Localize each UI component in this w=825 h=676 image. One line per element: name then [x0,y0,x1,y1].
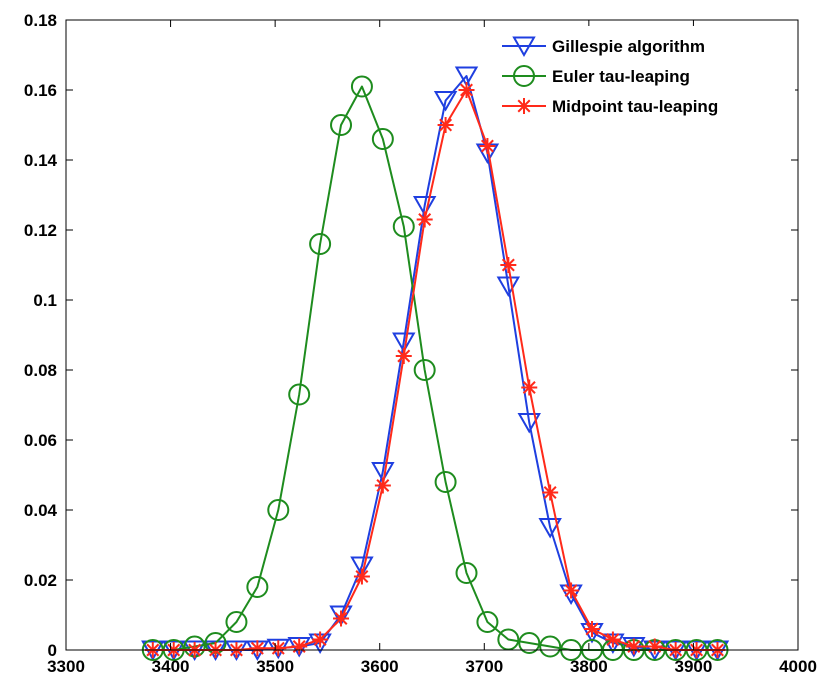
data-point [333,610,350,627]
y-tick-label: 0.12 [24,221,57,240]
data-point [392,332,416,354]
data-point [270,640,287,657]
y-tick-label: 0.14 [24,151,58,170]
data-point [350,556,374,578]
y-tick-labels: 0 0.02 0.04 0.06 0.08 0.1 0.12 0.14 0.16 0.18 [24,11,58,660]
plot-frame [65,19,799,651]
x-tick-label: 3400 [152,657,190,676]
x-tick-label: 3300 [47,657,85,676]
x-tick-label: 3700 [465,657,503,676]
data-point [309,233,332,255]
data-point [395,348,412,364]
x-tick-label: 3900 [675,657,713,676]
y-tick-label: 0.04 [24,501,58,520]
data-point [476,611,499,633]
x-tick-label: 3500 [256,657,294,676]
data-point [625,638,642,655]
data-point [330,114,353,136]
y-tick-label: 0.08 [24,361,57,380]
data-point [329,605,353,627]
data-point [433,91,458,112]
legend-label: Gillespie algorithm [552,37,705,56]
data-point [539,635,562,658]
data-point [479,138,496,154]
data-point [246,576,269,598]
data-point [350,75,373,98]
data-point [518,632,541,654]
data-point [500,257,517,273]
data-point [225,611,248,633]
data-point [371,128,394,150]
data-point [458,82,475,98]
legend: Gillespie algorithm Euler tau-leaping Midp… [497,26,795,126]
data-point [437,117,454,133]
y-tick-label: 0.16 [24,81,57,100]
data-point [412,196,437,217]
data-point [392,215,415,238]
data-point [542,484,559,501]
data-point [646,638,663,655]
y-tick-label: 0.1 [33,291,57,310]
data-point [455,562,478,584]
legend-marker [513,65,535,87]
data-point [454,66,479,88]
y-tick-label: 0.18 [24,11,57,30]
x-tick-label: 4000 [779,657,817,676]
data-point [353,568,370,585]
legend-entry: Euler tau-leaping [502,65,690,87]
data-point [249,640,266,657]
data-point [517,413,541,434]
legend-label: Euler tau-leaping [552,67,690,86]
axis-ticks [65,19,799,651]
data-point [496,276,521,298]
data-point [416,211,433,228]
y-tick-label: 0.02 [24,571,57,590]
data-point [521,379,538,396]
data-point [434,471,457,493]
legend-marker [516,98,532,114]
legend-entry: Gillespie algorithm [502,36,705,58]
data-point [583,621,600,637]
data-point [267,499,290,521]
x-tick-label: 3600 [361,657,399,676]
x-tick-label: 3800 [570,657,608,676]
data-point [374,477,391,494]
data-point [312,631,329,648]
legend-label: Midpoint tau-leaping [552,97,718,116]
data-point [563,582,580,599]
legend-items: Gillespie algorithm Euler tau-leaping Midp… [502,36,718,116]
x-tick-labels: 3300 3400 3500 3600 3700 3800 3900 4000 [47,657,817,676]
legend-box [497,26,795,126]
data-point [604,631,621,648]
data-point [413,359,436,381]
y-tick-label: 0.06 [24,431,57,450]
legend-marker [512,36,536,58]
series-line [152,89,718,651]
legend-entry: Midpoint tau-leaping [502,97,718,116]
data-point [538,518,562,539]
data-point [288,383,311,406]
data-point [291,638,308,655]
y-tick-label: 0 [48,641,57,660]
data-point [371,462,395,483]
